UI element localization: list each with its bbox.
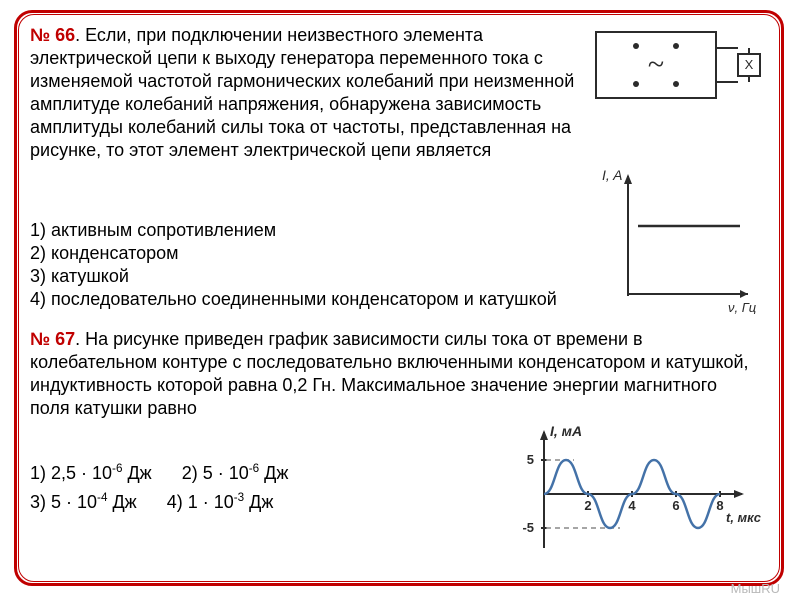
- q67-prose: . На рисунке приведен график зависимости…: [30, 329, 749, 418]
- q66-opt-2: 2) конденсатором: [30, 242, 590, 265]
- q67-body: № 67. На рисунке приведен график зависим…: [30, 328, 760, 420]
- q67-number: № 67: [30, 329, 75, 349]
- q66-prose: . Если, при подключении неизвестного эле…: [30, 25, 574, 160]
- q66-opt-1: 1) активным сопротивлением: [30, 219, 590, 242]
- page-content: № 66. Если, при подключении неизвестного…: [30, 24, 774, 580]
- flat-graph: I, A ν, Гц: [600, 164, 760, 314]
- q67-row1: 1) 2,5 · 10-6 Дж 2) 5 · 10-6 Дж: [30, 459, 460, 488]
- svg-text:2: 2: [584, 498, 591, 513]
- wave-x-label: t, мкс: [726, 510, 762, 525]
- svg-text:8: 8: [716, 498, 723, 513]
- q66-number: № 66: [30, 25, 75, 45]
- x-box-label: X: [745, 57, 754, 72]
- q67-options: 1) 2,5 · 10-6 Дж 2) 5 · 10-6 Дж 3) 5 · 1…: [30, 459, 460, 517]
- flat-y-label: I, A: [602, 167, 623, 183]
- q67-row2: 3) 5 · 10-4 Дж 4) 1 · 10-3 Дж: [30, 488, 460, 517]
- q66-opt-4: 4) последовательно соединенными конденса…: [30, 288, 590, 311]
- svg-text:4: 4: [628, 498, 636, 513]
- svg-text:6: 6: [672, 498, 679, 513]
- q66-body: № 66. Если, при подключении неизвестного…: [30, 24, 590, 162]
- wave-y-label: I, мА: [550, 424, 582, 439]
- q66-opt-3: 3) катушкой: [30, 265, 590, 288]
- watermark: МышRU: [731, 581, 780, 596]
- svg-text:-5: -5: [522, 520, 534, 535]
- flat-x-label: ν, Гц: [728, 300, 756, 314]
- wave-graph: 2 4 6 8 5 -5 I, мА t, мкс: [504, 424, 764, 564]
- circuit-diagram: ~ X: [594, 26, 764, 106]
- q66-options: 1) активным сопротивлением 2) конденсато…: [30, 219, 590, 311]
- tilde-symbol: ~: [648, 48, 664, 81]
- svg-text:5: 5: [527, 452, 534, 467]
